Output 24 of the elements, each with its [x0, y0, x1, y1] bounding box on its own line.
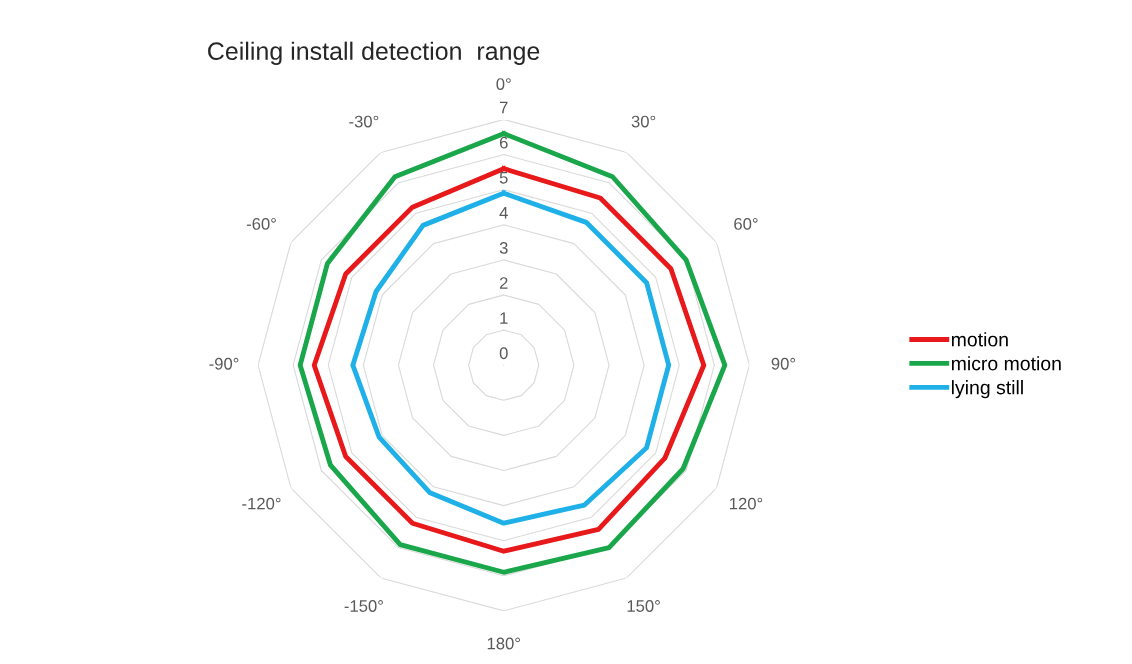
- spoke-label: 0°: [496, 78, 511, 90]
- y-tick-label: 7: [499, 101, 508, 114]
- spoke-label: 150°: [627, 600, 660, 612]
- spoke-label: -120°: [242, 497, 281, 510]
- y-tick-label: 0: [499, 347, 508, 360]
- legend-label: motion: [951, 332, 1008, 347]
- y-tick-label: 1: [500, 312, 508, 324]
- spoke-label: 180°: [487, 637, 520, 650]
- spoke-label: -90°: [209, 357, 239, 370]
- chart-title: Ceiling install detection range: [208, 41, 540, 65]
- spoke-label: 60°: [734, 218, 758, 230]
- legend-label: lying still: [951, 380, 1023, 399]
- spoke-label: -60°: [246, 218, 276, 230]
- spoke-label: -30°: [349, 115, 379, 128]
- y-tick-label: 6: [499, 136, 508, 149]
- legend-label: micro motion: [951, 356, 1061, 371]
- y-tick-label: 2: [499, 277, 508, 289]
- y-tick-label: 5: [499, 172, 508, 184]
- spoke-label: 90°: [771, 357, 796, 370]
- spoke-label: 120°: [730, 497, 763, 510]
- y-tick-label: 4: [499, 207, 508, 219]
- spoke-label: -150°: [344, 600, 383, 612]
- spoke-label: 30°: [631, 115, 656, 128]
- y-tick-label: 3: [499, 242, 508, 254]
